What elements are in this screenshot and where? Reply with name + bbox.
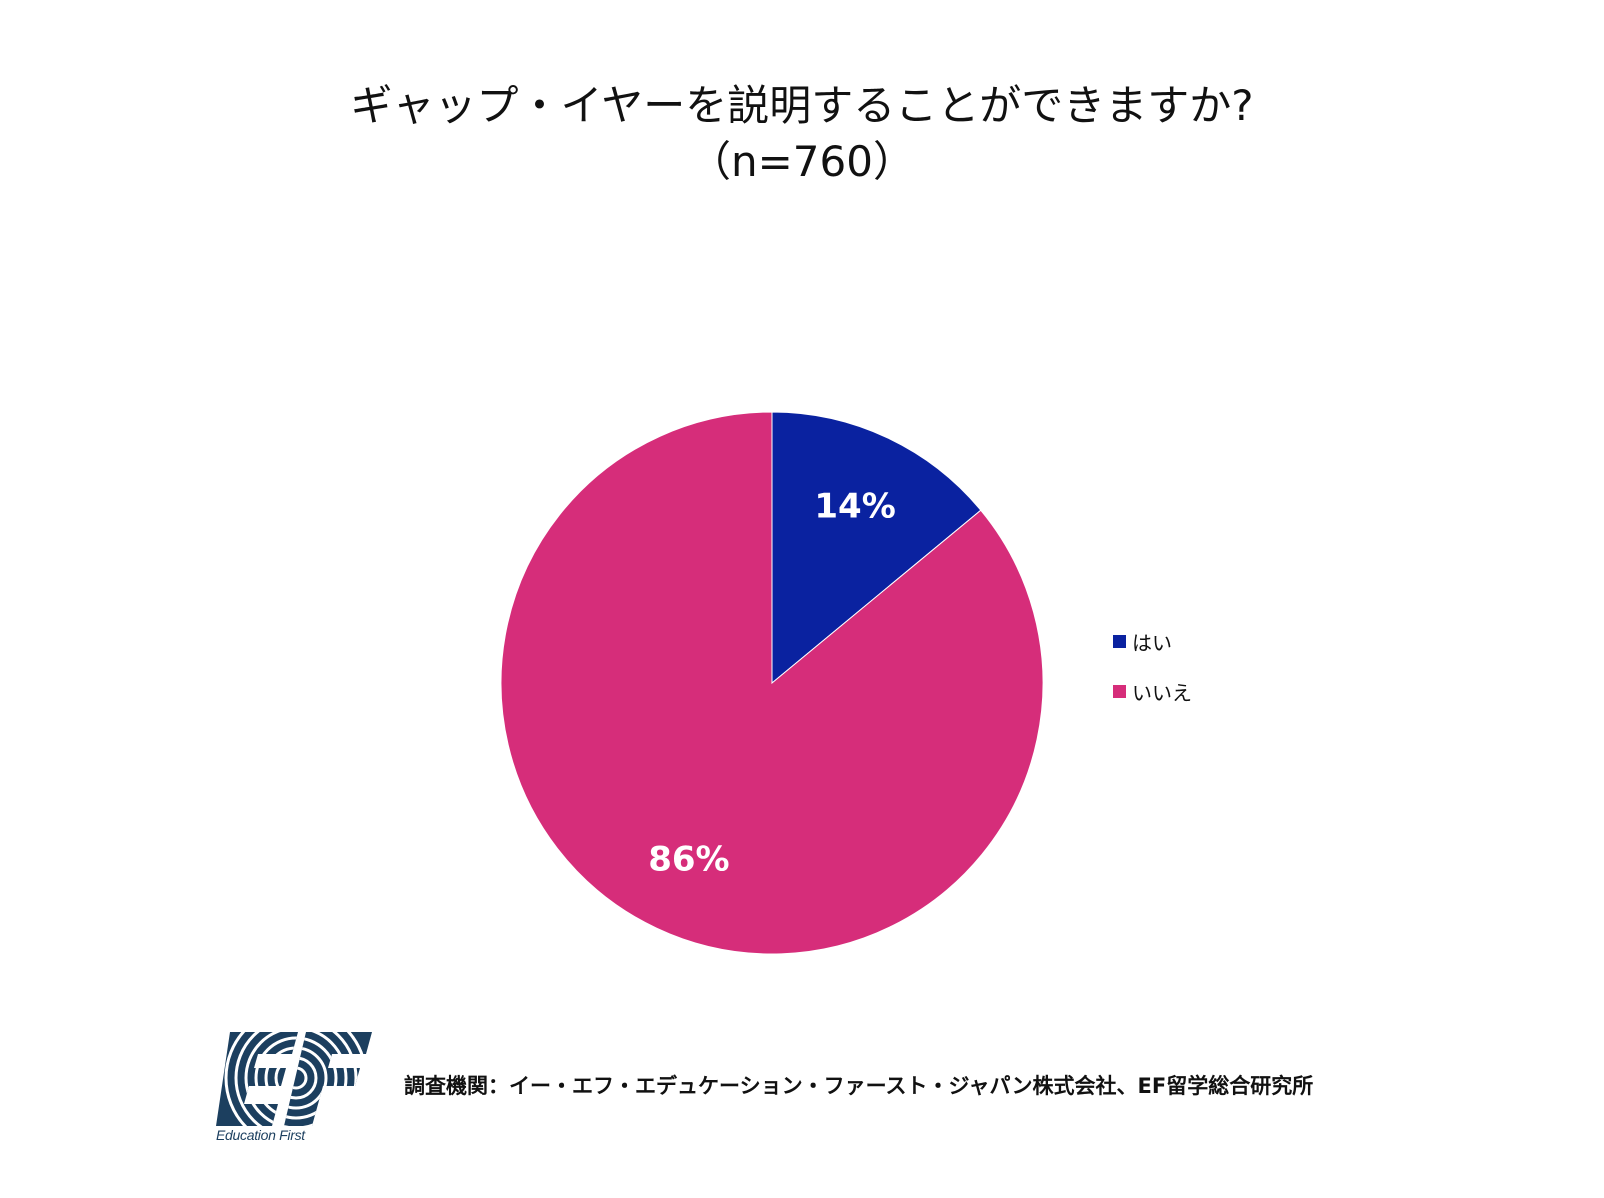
legend-label: はい xyxy=(1132,630,1172,655)
data-label-2: 86% xyxy=(648,840,729,880)
pie-slice-2 xyxy=(500,411,1044,955)
chart-title: ギャップ・イヤーを説明することができますか? xyxy=(350,81,1254,130)
pie-data-labels: 14% 86% xyxy=(648,486,896,879)
legend-item-2: いいえ xyxy=(1113,678,1192,705)
ef-logo-caption: Education First xyxy=(216,1127,305,1143)
legend-swatch xyxy=(1113,684,1126,698)
chart-title-block: ギャップ・イヤーを説明することができますか? （n=760） xyxy=(0,78,1604,190)
data-label-1: 14% xyxy=(814,486,895,526)
chart-subtitle: （n=760） xyxy=(689,137,915,186)
legend-swatch xyxy=(1113,634,1126,648)
legend-item-1: はい xyxy=(1113,628,1192,655)
ef-logo xyxy=(216,1032,372,1126)
pie-slice-1 xyxy=(771,411,982,685)
footer: Education First 調査機関：イー・エフ・エデュケーション・ファース… xyxy=(216,1028,1416,1148)
pie-slices xyxy=(500,411,1044,955)
chart-legend: はい いいえ xyxy=(1113,628,1192,728)
legend-label: いいえ xyxy=(1132,680,1192,705)
source-note: 調査機関：イー・エフ・エデュケーション・ファースト・ジャパン株式会社、EF留学総… xyxy=(404,1074,1314,1098)
